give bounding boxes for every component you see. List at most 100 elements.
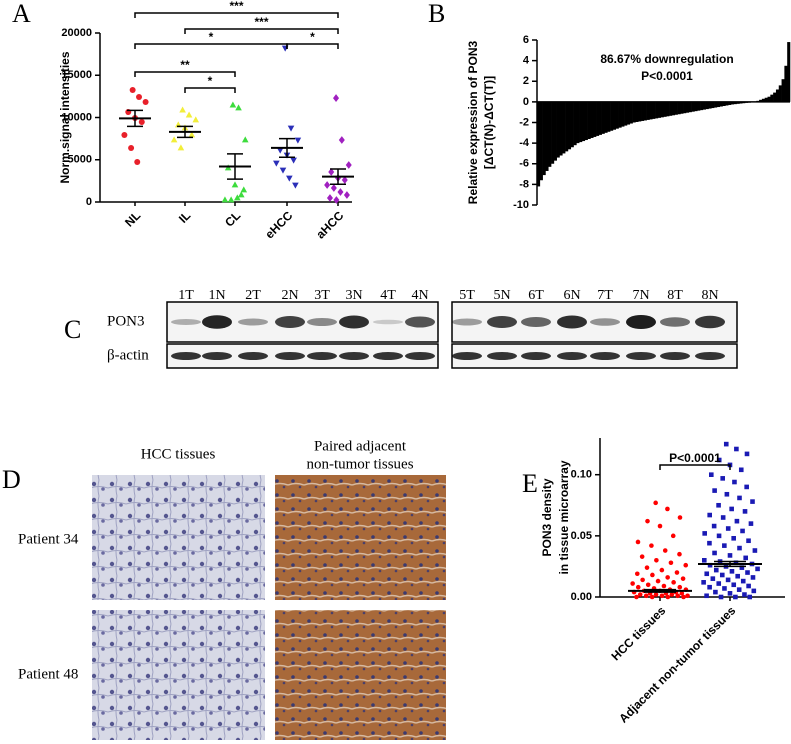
blot-band (452, 318, 482, 326)
blot-band (238, 318, 268, 326)
bar (705, 101, 709, 110)
blot-band (626, 352, 656, 360)
bar (615, 101, 619, 129)
error-bar (127, 109, 143, 128)
bar (551, 101, 555, 164)
data-point (341, 176, 348, 184)
data-point (653, 592, 659, 597)
y-axis-label: [ΔCT(N)-ΔCT(T)] (482, 76, 496, 169)
bar (688, 101, 692, 113)
data-point (645, 582, 651, 588)
significance-label: * (208, 74, 213, 88)
data-point (713, 567, 719, 573)
panel-letter: C (64, 315, 81, 344)
data-point (237, 191, 245, 198)
x-tick-label: HCC tissues (608, 603, 668, 663)
blot-band (373, 319, 403, 325)
data-point (733, 594, 738, 600)
y-tick-label: 15000 (61, 69, 92, 81)
data-point (665, 506, 670, 512)
y-tick-label: 0.00 (571, 591, 592, 603)
bar (722, 101, 726, 106)
data-point (179, 106, 186, 113)
bar (764, 97, 768, 102)
row-label: Patient 48 (18, 666, 78, 682)
x-tick-label: aHCC (313, 208, 346, 241)
bar (610, 101, 614, 131)
lane-label: 7N (632, 288, 649, 303)
lane-label: 1T (178, 288, 194, 303)
data-point (718, 594, 724, 600)
data-point (290, 157, 297, 164)
histology-image (275, 610, 446, 740)
data-point (744, 451, 750, 457)
bar (680, 101, 684, 114)
data-point (739, 565, 745, 570)
y-axis-label: Norm.signal intensities (58, 51, 72, 183)
data-point (745, 570, 750, 575)
data-point (669, 592, 675, 597)
data-point (723, 441, 729, 447)
blot-band (405, 352, 435, 360)
row-label: PON3 (107, 313, 145, 329)
annotation: P<0.0001 (641, 69, 693, 83)
lane-label: 8T (667, 288, 683, 303)
lane-label: 5T (459, 288, 475, 303)
data-point (345, 161, 352, 169)
data-point (240, 186, 248, 193)
data-point (645, 518, 650, 524)
bar (671, 101, 676, 116)
data-point (659, 593, 665, 599)
data-point (735, 573, 740, 579)
bar (685, 101, 690, 113)
blot-band (307, 352, 337, 360)
data-point (750, 499, 755, 504)
data-point (747, 594, 753, 600)
y-tick-label: -2 (519, 116, 529, 128)
data-point (659, 567, 665, 573)
data-point (287, 125, 295, 132)
data-point (729, 506, 734, 512)
x-tick-label: NL (122, 208, 143, 229)
bar (711, 101, 715, 109)
y-tick-label: 20000 (61, 27, 92, 39)
bar (626, 101, 631, 125)
bar (770, 94, 774, 102)
y-tick-label: -4 (519, 137, 530, 149)
data-point (716, 533, 722, 539)
error-bar (279, 137, 295, 158)
data-point (635, 584, 641, 590)
blot-band (660, 352, 690, 360)
data-point (736, 587, 742, 592)
bar (700, 101, 704, 111)
data-point (654, 558, 659, 563)
significance-bracket (184, 28, 339, 34)
data-point (746, 583, 751, 589)
bar (584, 101, 588, 141)
bar (624, 101, 628, 126)
data-point (129, 87, 136, 94)
data-point (707, 584, 712, 590)
significance-label: *** (229, 0, 243, 13)
y-tick-label: 10000 (61, 111, 92, 123)
significance-bracket (184, 87, 236, 93)
bar (581, 101, 586, 142)
bar (537, 101, 541, 187)
bar (702, 101, 706, 110)
bar (781, 79, 785, 102)
data-point (710, 576, 716, 581)
bar (601, 101, 605, 134)
x-tick-label: CL (222, 208, 243, 229)
data-point (128, 145, 135, 152)
data-point (665, 594, 671, 600)
lane-label: 4N (411, 288, 428, 303)
data-point (751, 588, 757, 594)
data-point (707, 562, 713, 568)
data-point (737, 545, 742, 551)
column-label: Paired adjacent (314, 438, 407, 454)
blot-band (171, 319, 201, 325)
data-point (677, 551, 682, 557)
bar (666, 101, 670, 117)
data-point (668, 560, 674, 566)
data-point (640, 577, 645, 583)
